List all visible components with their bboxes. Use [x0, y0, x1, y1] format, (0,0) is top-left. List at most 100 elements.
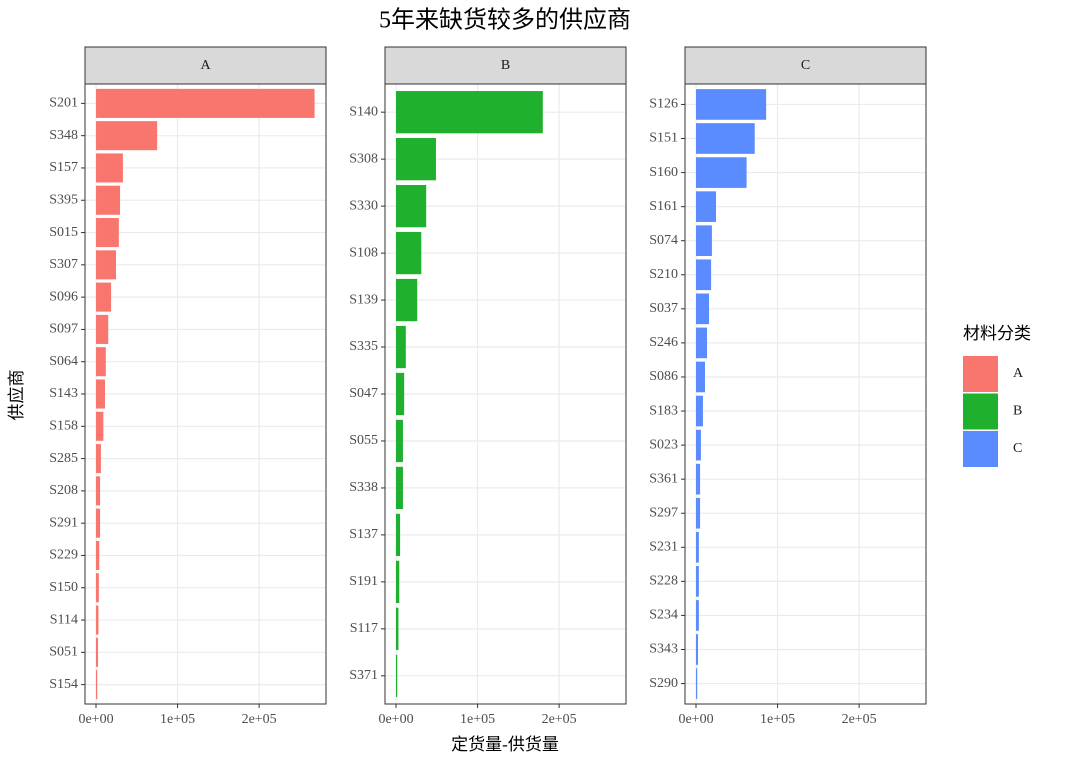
y-tick-label: S297: [649, 505, 678, 520]
chart-title: 5年来缺货较多的供应商: [379, 7, 631, 34]
bar: [396, 138, 436, 181]
y-tick-label: S307: [49, 257, 78, 272]
legend-title: 材料分类: [963, 324, 1031, 343]
legend-label: C: [1013, 441, 1022, 456]
y-tick-label: S096: [49, 289, 78, 304]
legend-key: [963, 431, 998, 467]
bar: [96, 605, 99, 635]
y-tick-label: S143: [49, 386, 78, 401]
bar: [396, 231, 422, 275]
y-tick-label: S201: [49, 96, 78, 111]
bar: [696, 89, 767, 120]
strip-label: C: [801, 58, 810, 73]
x-tick-label: 1e+05: [460, 712, 495, 727]
bar: [96, 508, 101, 538]
legend-label: A: [1013, 366, 1024, 381]
bar: [396, 560, 400, 604]
bar: [396, 419, 403, 463]
bar: [696, 361, 705, 393]
bar: [696, 225, 712, 257]
bar: [696, 293, 710, 325]
bar: [696, 327, 708, 359]
x-tick-label: 1e+05: [160, 712, 195, 727]
bar: [96, 411, 104, 441]
strip: [84, 46, 327, 85]
bar: [96, 121, 158, 151]
bar: [96, 540, 100, 570]
y-tick-label: S285: [49, 451, 78, 466]
strip-label: B: [501, 58, 510, 73]
x-tick-label: 2e+05: [242, 712, 277, 727]
y-tick-label: S338: [349, 480, 378, 495]
bar: [396, 372, 405, 416]
panel-border: [684, 83, 927, 705]
y-tick-label: S151: [649, 131, 678, 146]
x-tick-label: 0e+00: [678, 712, 713, 727]
bar: [96, 185, 121, 215]
legend-key: [963, 393, 998, 430]
bar: [96, 282, 112, 312]
y-axis-label: 供应商: [7, 370, 26, 421]
y-tick-label: S229: [49, 548, 78, 563]
bar: [696, 497, 701, 529]
bar: [396, 513, 401, 557]
x-tick-label: 0e+00: [78, 712, 113, 727]
y-tick-label: S361: [649, 471, 678, 486]
bar: [96, 476, 101, 506]
y-tick-label: S343: [649, 642, 678, 657]
x-tick-label: 2e+05: [842, 712, 877, 727]
y-tick-label: S117: [350, 621, 378, 636]
bar: [696, 531, 699, 563]
y-tick-label: S108: [349, 245, 378, 260]
y-tick-label: S157: [49, 160, 78, 175]
legend-label: B: [1013, 404, 1022, 419]
y-tick-label: S139: [349, 292, 378, 307]
bar: [96, 250, 116, 280]
y-tick-label: S086: [649, 369, 678, 384]
bar: [396, 325, 406, 369]
bar: [396, 466, 403, 510]
bar: [396, 91, 543, 134]
bar: [696, 600, 699, 631]
y-tick-label: S348: [49, 128, 78, 143]
bar: [696, 566, 699, 597]
y-tick-label: S114: [50, 612, 78, 627]
y-tick-label: S137: [349, 527, 378, 542]
y-tick-label: S015: [49, 225, 78, 240]
y-tick-label: S055: [349, 433, 378, 448]
y-tick-label: S191: [349, 574, 378, 589]
panel-border: [84, 83, 327, 705]
bar: [96, 347, 106, 377]
bar: [96, 153, 123, 183]
bar: [696, 429, 701, 461]
strip: [684, 46, 927, 85]
x-tick-label: 1e+05: [760, 712, 795, 727]
y-tick-label: S097: [49, 322, 78, 337]
y-tick-label: S330: [349, 198, 378, 213]
bar: [96, 314, 109, 344]
y-tick-label: S074: [649, 233, 678, 248]
y-tick-label: S150: [49, 580, 78, 595]
x-axis-label: 定货量-供货量: [451, 735, 559, 754]
bar: [696, 157, 747, 188]
bar: [96, 573, 99, 603]
y-tick-label: S210: [649, 267, 678, 282]
y-tick-label: S228: [649, 574, 678, 589]
bar: [696, 668, 698, 699]
panel-border: [384, 83, 627, 705]
y-tick-label: S395: [49, 192, 78, 207]
bar: [96, 670, 98, 700]
y-tick-label: S371: [349, 668, 378, 683]
bar: [696, 463, 701, 495]
y-tick-label: S183: [649, 403, 678, 418]
y-tick-label: S291: [49, 515, 78, 530]
legend-key: [963, 356, 998, 392]
y-tick-label: S246: [649, 335, 678, 350]
y-tick-label: S126: [649, 97, 678, 112]
y-tick-label: S154: [49, 677, 78, 692]
bar: [696, 123, 755, 154]
y-tick-label: S023: [649, 437, 678, 452]
y-tick-label: S335: [349, 339, 378, 354]
